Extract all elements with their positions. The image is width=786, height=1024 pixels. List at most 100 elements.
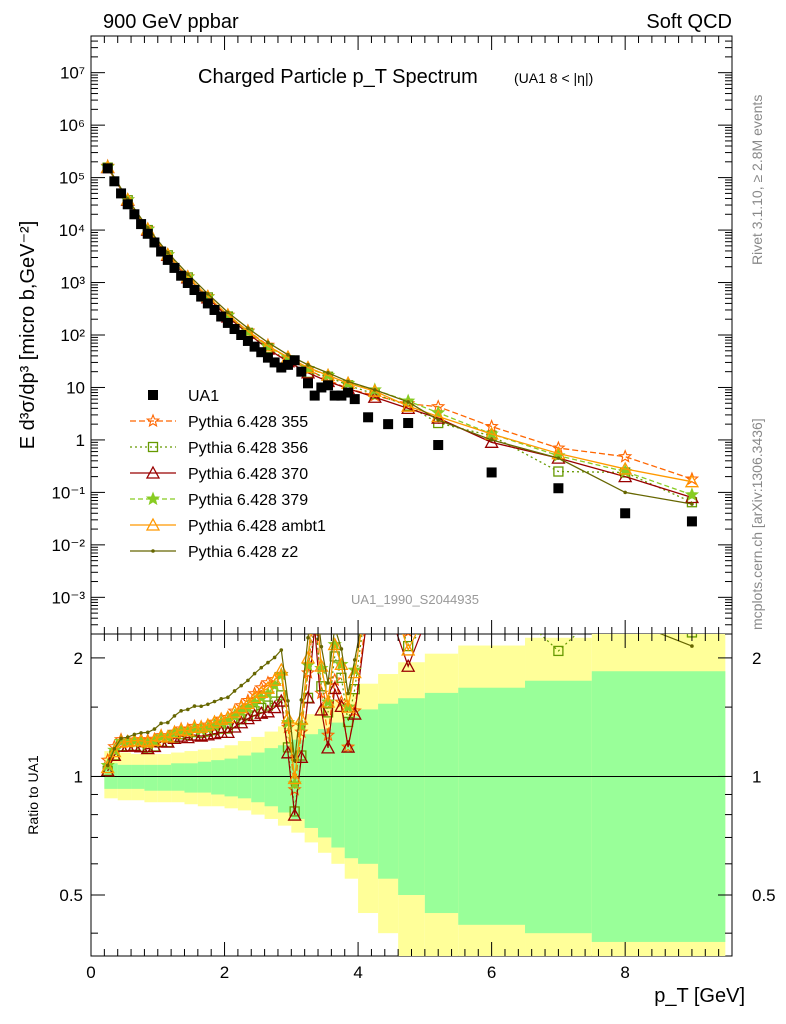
ratio-point xyxy=(159,721,163,726)
data-point xyxy=(209,304,220,315)
ratio-point xyxy=(340,699,356,713)
ratio-point xyxy=(266,660,270,665)
ratio-tick-label: 0.5 xyxy=(59,886,83,905)
legend-marker xyxy=(145,517,161,531)
ratio-line xyxy=(107,634,417,779)
data-point xyxy=(262,352,273,363)
ratio-point xyxy=(280,719,296,734)
legend-label: Pythia 6.428 356 xyxy=(188,440,308,457)
ratio-point xyxy=(207,714,222,728)
ratio-point xyxy=(200,717,215,731)
ratio-point xyxy=(152,727,157,731)
data-point xyxy=(176,270,187,281)
ratio-point xyxy=(139,731,143,735)
data-point xyxy=(109,176,120,187)
series-point xyxy=(306,363,310,367)
ratio-point xyxy=(327,681,342,695)
ratio-point xyxy=(287,807,302,821)
ratio-point xyxy=(294,749,309,763)
data-point xyxy=(222,317,233,328)
ratio-band-green xyxy=(458,687,526,925)
data-point xyxy=(349,394,360,405)
ratio-point xyxy=(314,702,329,716)
ratio-point xyxy=(246,678,250,683)
ratio-point xyxy=(239,683,244,688)
ratio-point xyxy=(294,724,309,739)
y-tick-label: 10⁻² xyxy=(51,536,85,555)
header-right: Soft QCD xyxy=(646,11,732,33)
legend-marker xyxy=(151,549,155,553)
ratio-band-green xyxy=(318,728,332,838)
ratio-point xyxy=(212,699,217,704)
data-point xyxy=(296,366,307,377)
series-point xyxy=(623,490,627,495)
data-point xyxy=(363,412,374,423)
data-point xyxy=(486,467,497,478)
data-point xyxy=(196,291,207,302)
data-point xyxy=(309,390,320,401)
ratio-point xyxy=(319,644,324,649)
data-point xyxy=(122,199,133,210)
ratio-point xyxy=(287,771,302,785)
ratio-point xyxy=(299,698,304,702)
ratio-band-green xyxy=(398,698,425,895)
ratio-point xyxy=(234,715,249,729)
data-point xyxy=(553,483,564,494)
legend-label: UA1 xyxy=(188,388,219,405)
ratio-tick-label: 1 xyxy=(74,767,83,786)
ratio-band-green xyxy=(264,748,278,807)
ratio-point xyxy=(154,728,169,742)
ratio-point xyxy=(132,732,137,737)
ratio-point xyxy=(172,714,177,718)
series-point xyxy=(286,352,290,357)
ratio-point xyxy=(280,710,296,724)
data-point xyxy=(269,357,280,368)
ratio-point xyxy=(279,648,284,652)
ratio-point xyxy=(147,732,162,746)
ratio-point xyxy=(206,702,210,707)
ratio-point xyxy=(339,647,344,651)
legend-entry: UA1 xyxy=(148,388,219,405)
ratio-band-green xyxy=(184,763,198,793)
ratio-band-green xyxy=(378,703,399,879)
data-point xyxy=(129,209,140,220)
data-point xyxy=(189,285,200,296)
y-tick-label: 10⁶ xyxy=(59,116,85,135)
series-point xyxy=(684,487,700,501)
ratio-point xyxy=(274,693,289,707)
legend-entry: Pythia 6.428 ambt1 xyxy=(130,517,326,535)
series-point xyxy=(246,326,250,330)
ratio-band-green xyxy=(277,745,292,813)
data-point xyxy=(343,387,354,398)
ratio-tick-label: 2 xyxy=(74,649,83,668)
ratio-point xyxy=(119,736,123,741)
ratio-series-4 xyxy=(100,634,417,785)
ratio-point xyxy=(107,744,122,758)
ratio-point xyxy=(340,739,356,753)
legend-entry: Pythia 6.428 379 xyxy=(130,491,308,509)
x-tick-label: 2 xyxy=(220,963,229,982)
y-tick-label: 10 xyxy=(66,378,85,397)
legend-marker xyxy=(145,413,161,428)
ratio-band-green xyxy=(304,734,319,828)
series-point xyxy=(226,310,230,315)
y-tick-label: 10⁷ xyxy=(60,64,85,83)
ratio-point xyxy=(112,746,117,751)
legend-marker xyxy=(145,465,161,479)
ratio-point xyxy=(260,680,276,694)
data-point xyxy=(162,254,173,265)
series-point xyxy=(260,338,276,352)
data-point xyxy=(102,163,113,174)
ratio-point xyxy=(316,681,327,692)
ratio-point xyxy=(240,711,256,725)
ratio-point xyxy=(226,695,230,700)
x-tick-label: 0 xyxy=(86,963,95,982)
data-point xyxy=(249,341,260,352)
data-point xyxy=(383,419,394,430)
data-point xyxy=(142,228,153,239)
series-point xyxy=(406,400,410,404)
ratio-point xyxy=(349,684,360,695)
ratio-tick-label-right: 2 xyxy=(752,649,761,668)
ratio-band-green xyxy=(144,764,158,791)
series-point xyxy=(489,438,494,442)
